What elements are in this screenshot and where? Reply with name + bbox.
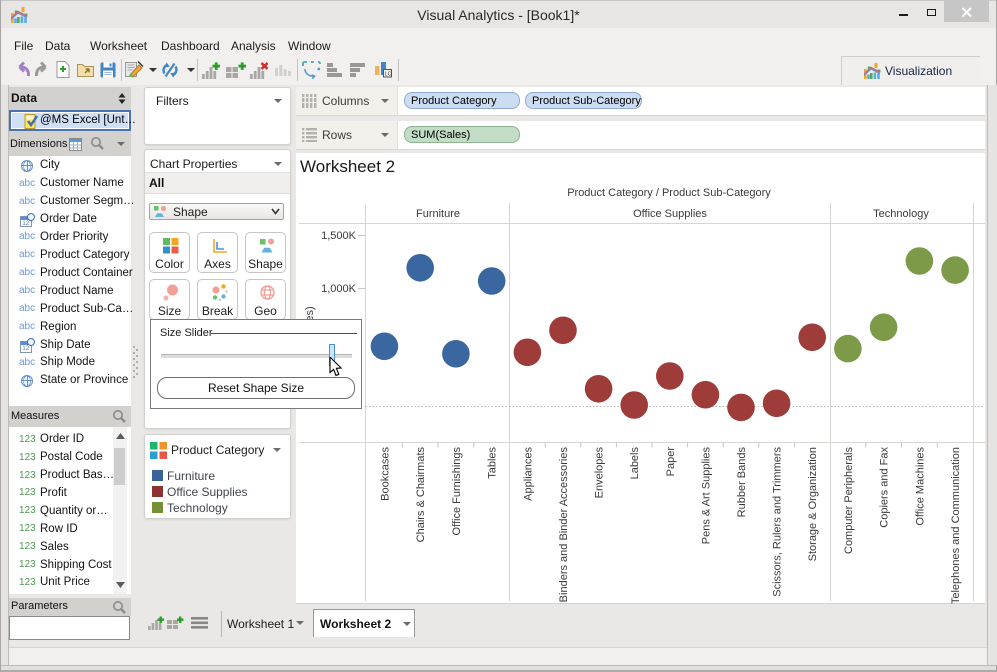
svg-text:Storage & Organization: Storage & Organization <box>807 447 819 561</box>
svg-text:Chairs & Chairmats: Chairs & Chairmats <box>415 447 427 543</box>
svg-text:Binders and Binder Accessories: Binders and Binder Accessories <box>558 447 570 603</box>
svg-text:Worksheet 2: Worksheet 2 <box>300 157 395 176</box>
svg-text:Labels: Labels <box>629 447 641 480</box>
svg-text:Computer Peripherals: Computer Peripherals <box>843 447 855 554</box>
svg-text:Office Machines: Office Machines <box>914 447 926 526</box>
svg-text:LO: LO <box>385 72 392 78</box>
svg-text:1,500K: 1,500K <box>321 230 357 242</box>
svg-text:Office Supplies: Office Supplies <box>633 208 707 220</box>
svg-text:Pens & Art Supplies: Pens & Art Supplies <box>700 447 712 545</box>
svg-text:Technology: Technology <box>873 208 929 220</box>
svg-text:Telephones and Communication: Telephones and Communication <box>950 447 962 604</box>
svg-text:Product Category / Product Sub: Product Category / Product Sub-Category <box>567 187 771 199</box>
svg-text:1,000K: 1,000K <box>321 283 357 295</box>
svg-text:Paper: Paper <box>665 447 677 477</box>
svg-text:Envelopes: Envelopes <box>594 447 606 499</box>
svg-text:Tables: Tables <box>487 447 499 479</box>
svg-text:Rubber Bands: Rubber Bands <box>736 447 748 518</box>
svg-text:Office Furnishings: Office Furnishings <box>451 447 463 536</box>
svg-text:Scissors, Rulers and Trimmers: Scissors, Rulers and Trimmers <box>772 447 784 597</box>
svg-text:Copiers and Fax: Copiers and Fax <box>879 447 891 528</box>
svg-text:Furniture: Furniture <box>416 208 460 220</box>
svg-text:Bookcases: Bookcases <box>379 447 391 501</box>
svg-text:Appliances: Appliances <box>522 447 534 501</box>
